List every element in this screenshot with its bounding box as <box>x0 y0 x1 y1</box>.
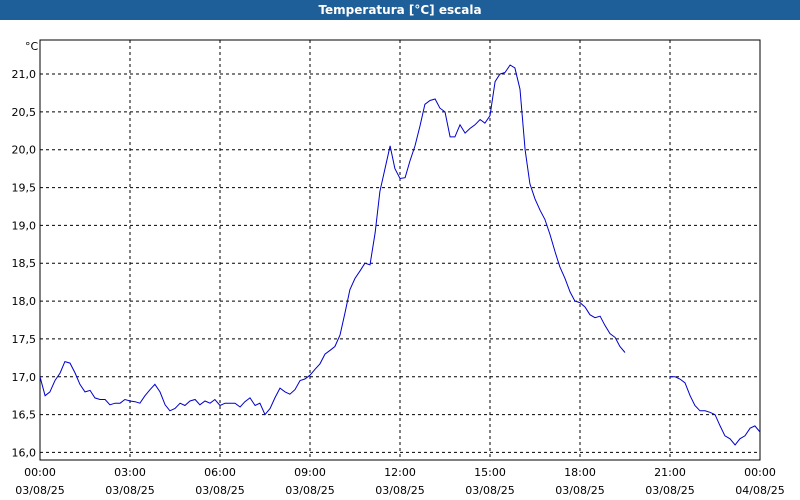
y-tick-label: 17,0 <box>12 371 37 384</box>
x-tick-date: 03/08/25 <box>645 484 694 497</box>
grid <box>40 40 760 460</box>
x-tick-time: 12:00 <box>384 466 416 479</box>
y-tick-label: 19,0 <box>12 219 37 232</box>
x-tick-date: 04/08/25 <box>735 484 784 497</box>
x-tick-date: 03/08/25 <box>195 484 244 497</box>
x-tick-time: 21:00 <box>654 466 686 479</box>
plot-frame <box>39 39 761 461</box>
x-tick-time: 15:00 <box>474 466 506 479</box>
y-tick-label: 17,5 <box>12 333 37 346</box>
x-tick-time: 18:00 <box>564 466 596 479</box>
x-tick-time: 06:00 <box>204 466 236 479</box>
x-tick-date: 03/08/25 <box>555 484 604 497</box>
x-tick-time: 03:00 <box>114 466 146 479</box>
x-tick-date: 03/08/25 <box>15 484 64 497</box>
x-axis-ticks: 00:00 03/08/25 03:00 03/08/25 06:00 03/08/25 0… <box>15 466 784 497</box>
y-tick-label: 19,5 <box>12 182 37 195</box>
x-tick-date: 03/08/25 <box>465 484 514 497</box>
x-tick-time: 00:00 <box>24 466 56 479</box>
y-tick-label: 20,0 <box>12 144 37 157</box>
chart-title: Temperatura [°C] escala <box>318 3 482 17</box>
y-tick-label: 21,0 <box>12 68 37 81</box>
x-tick-date: 03/08/25 <box>375 484 424 497</box>
y-tick-label: 18,5 <box>12 257 37 270</box>
y-tick-label: 16,5 <box>12 409 37 422</box>
x-tick-time: 00:00 <box>744 466 776 479</box>
x-tick-date: 03/08/25 <box>105 484 154 497</box>
chart-title-bar: Temperatura [°C] escala <box>0 0 800 20</box>
y-tick-label: 16,0 <box>12 446 37 459</box>
y-tick-label: 20,5 <box>12 106 37 119</box>
series-layer <box>39 64 761 446</box>
temperature-line-chart: 16,0 16,5 17,0 17,5 18,0 18,5 19,0 19,5 20,0 20,5… <box>12 39 785 497</box>
temperature-series-line <box>670 376 761 446</box>
y-tick-label: 18,0 <box>12 295 37 308</box>
temperature-series-line <box>39 64 626 416</box>
x-tick-date: 03/08/25 <box>285 484 334 497</box>
y-axis-label: °C <box>25 40 39 53</box>
y-axis-ticks: 16,0 16,5 17,0 17,5 18,0 18,5 19,0 19,5 20,0 20,5… <box>12 68 37 459</box>
x-tick-time: 09:00 <box>294 466 326 479</box>
